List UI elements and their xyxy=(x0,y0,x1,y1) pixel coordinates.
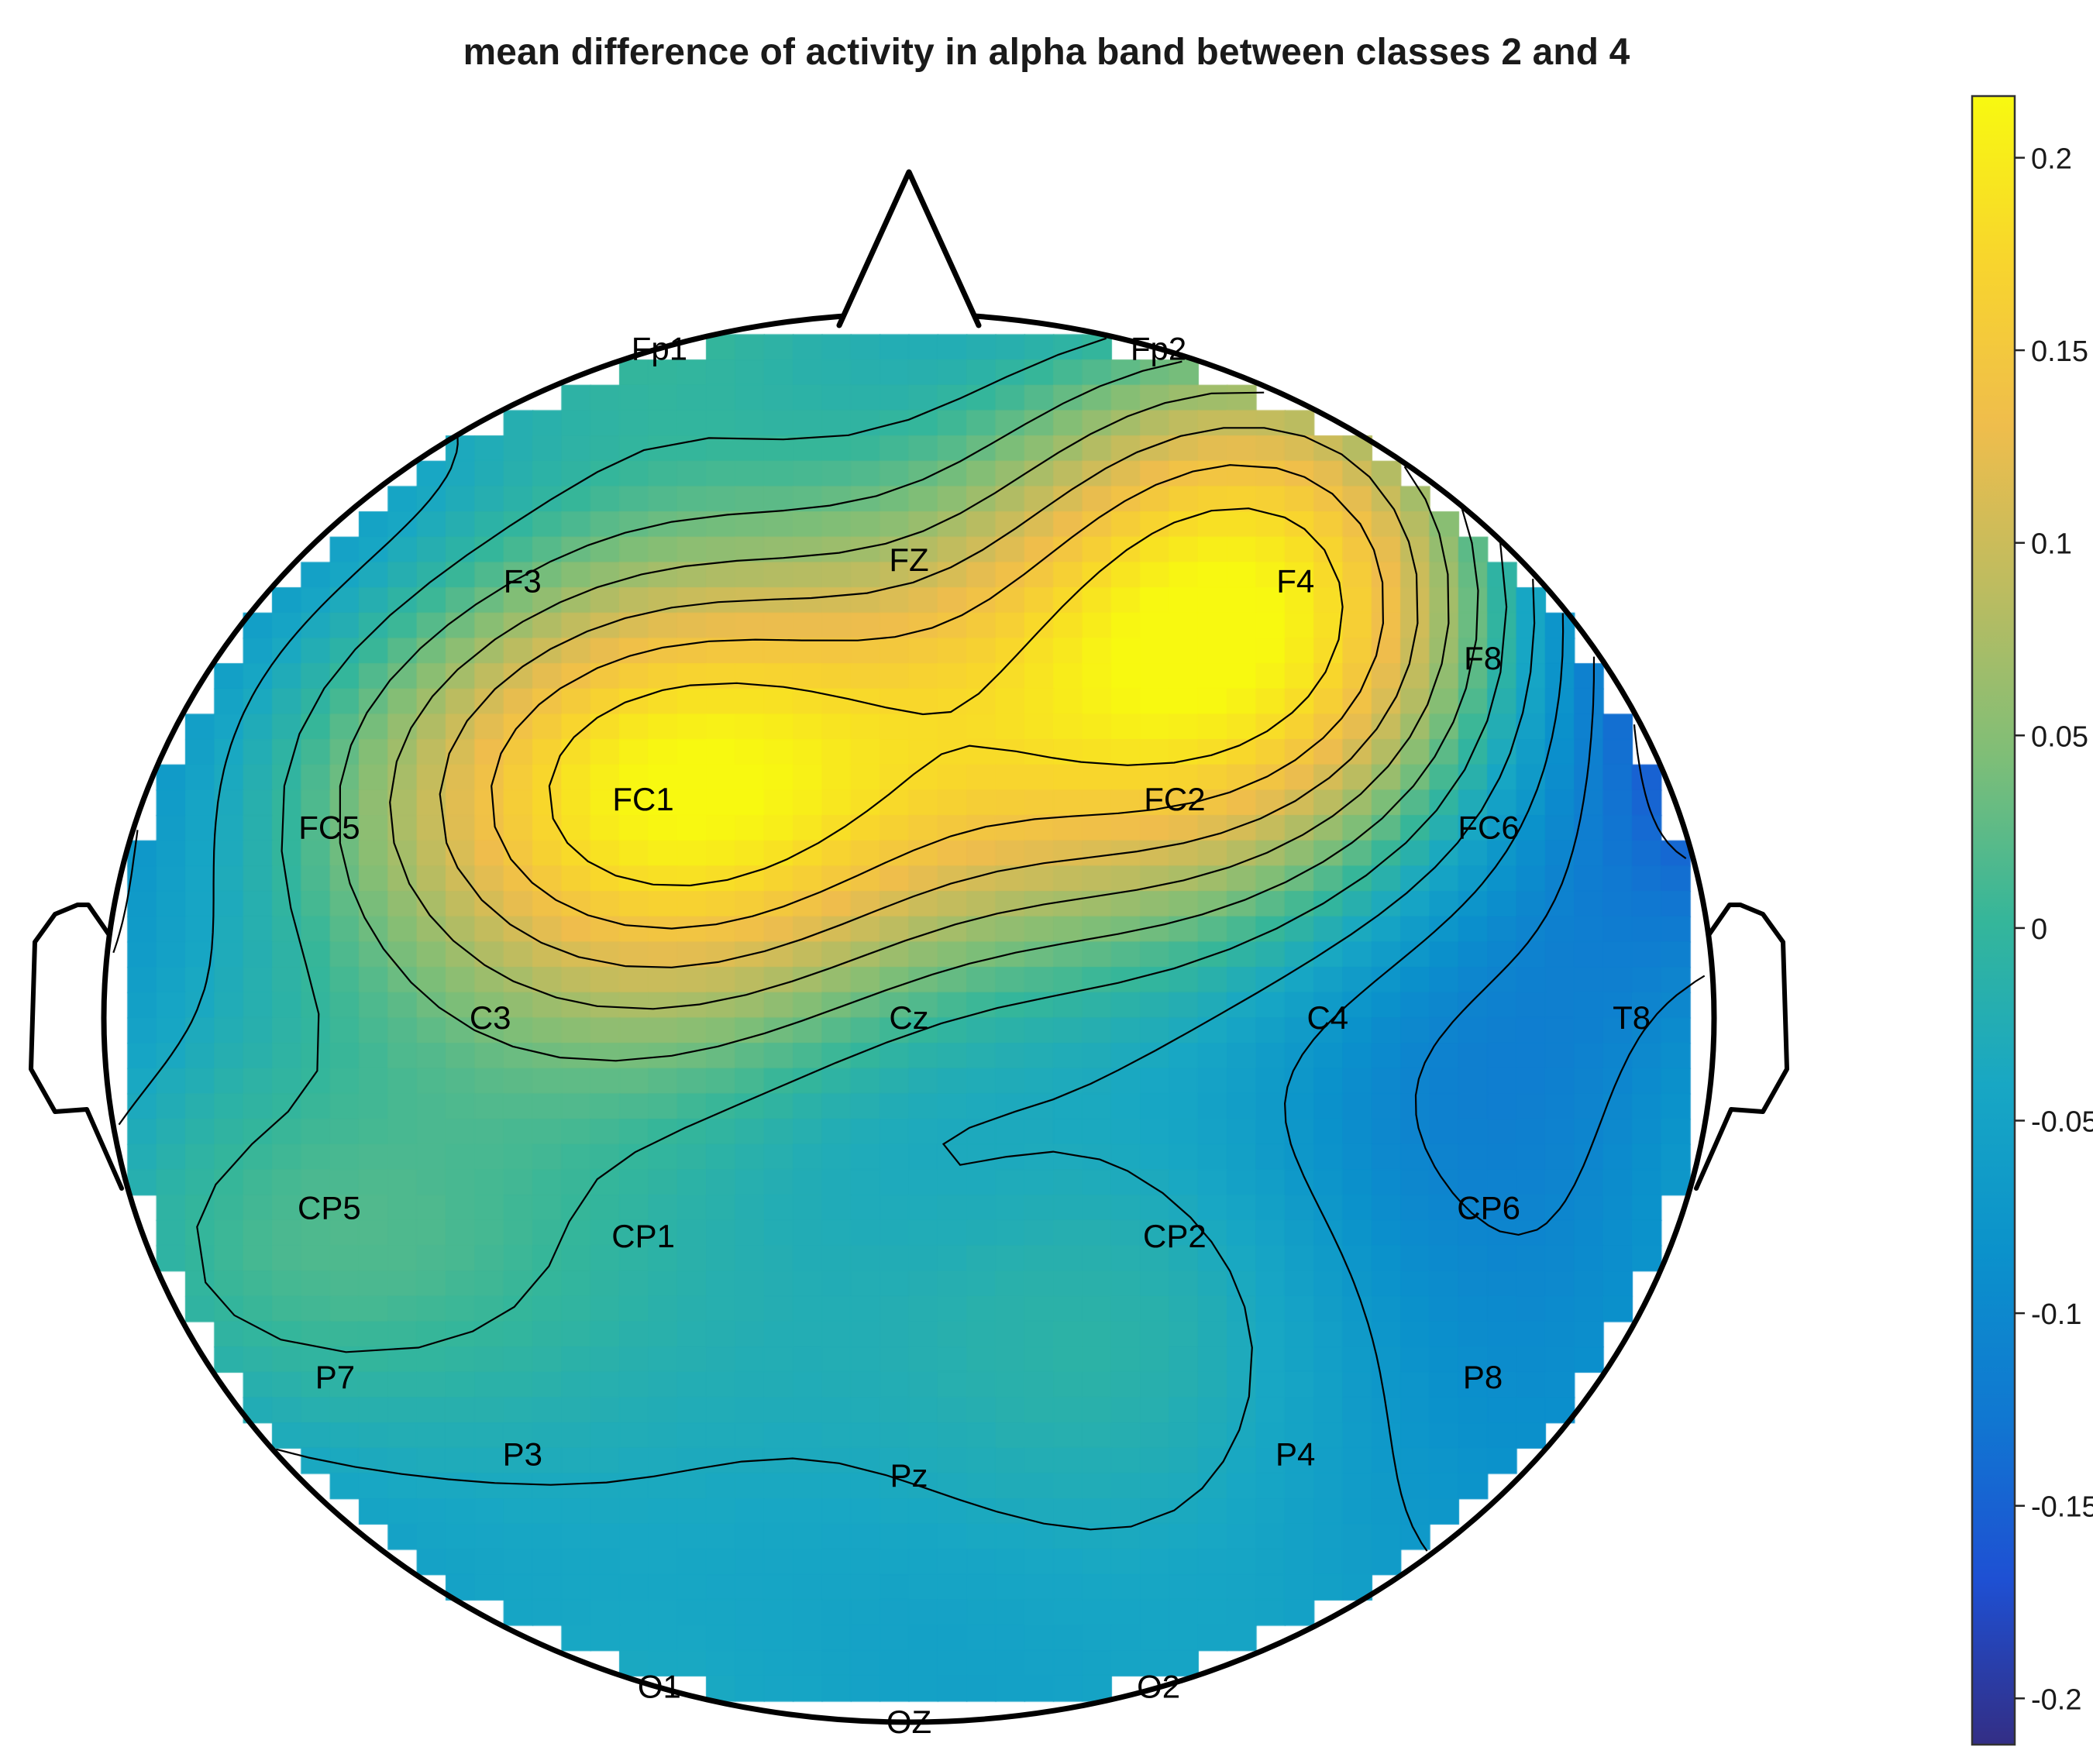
svg-text:CP6: CP6 xyxy=(1457,1189,1520,1226)
svg-text:CP1: CP1 xyxy=(611,1218,675,1254)
svg-text:0.15: 0.15 xyxy=(2031,335,2088,368)
svg-text:C3: C3 xyxy=(470,999,511,1036)
svg-text:0: 0 xyxy=(2031,913,2047,946)
svg-text:P3: P3 xyxy=(503,1436,542,1473)
svg-text:Cz: Cz xyxy=(889,999,928,1036)
svg-text:P4: P4 xyxy=(1275,1436,1315,1473)
svg-text:-0.2: -0.2 xyxy=(2031,1683,2081,1716)
svg-text:0.05: 0.05 xyxy=(2031,720,2088,753)
svg-text:Pz: Pz xyxy=(890,1457,928,1494)
svg-text:F3: F3 xyxy=(504,562,542,599)
svg-text:F8: F8 xyxy=(1464,640,1502,676)
svg-text:0.1: 0.1 xyxy=(2031,528,2072,561)
svg-text:P8: P8 xyxy=(1463,1359,1503,1395)
svg-text:Fp1: Fp1 xyxy=(632,331,687,367)
svg-text:0.2: 0.2 xyxy=(2031,143,2072,176)
svg-text:-0.05: -0.05 xyxy=(2031,1106,2093,1139)
svg-text:CP5: CP5 xyxy=(298,1189,361,1226)
svg-text:FZ: FZ xyxy=(889,542,928,578)
svg-text:FC1: FC1 xyxy=(612,781,673,817)
svg-text:O2: O2 xyxy=(1137,1669,1180,1705)
svg-text:FC2: FC2 xyxy=(1144,781,1205,817)
svg-text:P7: P7 xyxy=(315,1359,355,1395)
svg-text:FC5: FC5 xyxy=(298,810,360,846)
svg-text:Fp2: Fp2 xyxy=(1131,331,1186,367)
svg-text:C4: C4 xyxy=(1306,999,1348,1036)
svg-text:FC6: FC6 xyxy=(1458,810,1519,846)
svg-text:T8: T8 xyxy=(1613,999,1651,1036)
svg-text:OZ: OZ xyxy=(886,1704,931,1740)
svg-text:-0.1: -0.1 xyxy=(2031,1298,2081,1331)
svg-text:CP2: CP2 xyxy=(1143,1218,1207,1254)
svg-text:-0.15: -0.15 xyxy=(2031,1491,2093,1524)
svg-text:O1: O1 xyxy=(638,1669,681,1705)
svg-text:F4: F4 xyxy=(1276,562,1314,599)
